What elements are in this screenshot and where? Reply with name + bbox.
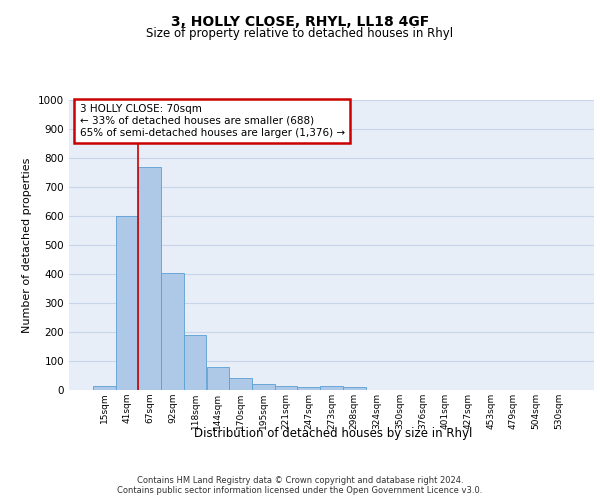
Bar (116, 216, 139, 390)
Bar (184, 335, 206, 390)
Bar (93, 386, 116, 390)
Bar (343, 387, 365, 390)
Bar (275, 386, 298, 390)
Text: Contains HM Land Registry data © Crown copyright and database right 2024.
Contai: Contains HM Land Registry data © Crown c… (118, 476, 482, 495)
Text: Size of property relative to detached houses in Rhyl: Size of property relative to detached ho… (146, 28, 454, 40)
Text: 3, HOLLY CLOSE, RHYL, LL18 4GF: 3, HOLLY CLOSE, RHYL, LL18 4GF (171, 15, 429, 29)
Bar (229, 378, 252, 390)
Bar (139, 166, 161, 390)
Bar (206, 368, 229, 390)
Y-axis label: Number of detached properties: Number of detached properties (22, 158, 32, 332)
Bar (161, 272, 184, 390)
Bar (298, 387, 320, 390)
Text: Distribution of detached houses by size in Rhyl: Distribution of detached houses by size … (194, 428, 472, 440)
Bar (252, 384, 275, 390)
Bar (320, 386, 343, 390)
Text: 3 HOLLY CLOSE: 70sqm
← 33% of detached houses are smaller (688)
65% of semi-deta: 3 HOLLY CLOSE: 70sqm ← 33% of detached h… (79, 104, 344, 138)
